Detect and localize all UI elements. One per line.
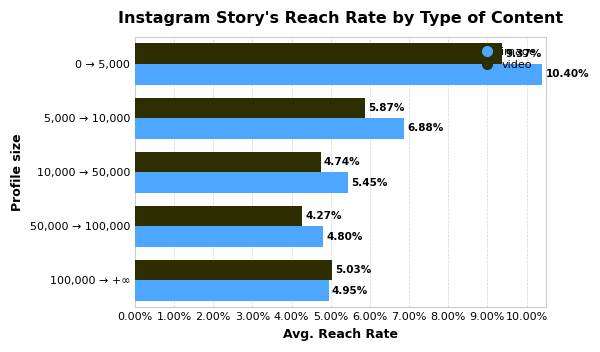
Bar (135, 44, 502, 64)
Bar (135, 152, 320, 172)
Title: Instagram Story's Reach Rate by Type of Content: Instagram Story's Reach Rate by Type of … (118, 11, 563, 26)
Text: 4.95%: 4.95% (332, 286, 368, 296)
Bar (135, 260, 332, 281)
Bar (135, 118, 404, 139)
Y-axis label: Profile size: Profile size (11, 133, 24, 211)
Text: 9.37%: 9.37% (505, 49, 541, 59)
Bar (135, 98, 365, 118)
Bar (135, 226, 323, 247)
Text: 4.74%: 4.74% (323, 157, 361, 167)
Bar (135, 64, 542, 84)
Bar (135, 172, 349, 193)
Legend: image, video: image, video (471, 43, 541, 75)
X-axis label: Avg. Reach Rate: Avg. Reach Rate (283, 328, 398, 341)
Text: 5.03%: 5.03% (335, 265, 371, 275)
Bar (135, 281, 329, 301)
Text: 5.45%: 5.45% (352, 177, 388, 188)
Text: 10.40%: 10.40% (545, 69, 589, 79)
Text: 4.27%: 4.27% (305, 211, 342, 221)
Text: 5.87%: 5.87% (368, 103, 404, 113)
Bar (135, 206, 302, 226)
Text: 4.80%: 4.80% (326, 232, 362, 241)
Text: 6.88%: 6.88% (407, 124, 444, 133)
